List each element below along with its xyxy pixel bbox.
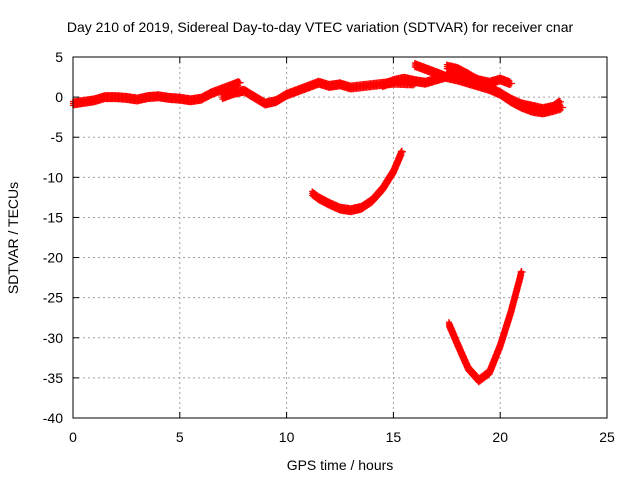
x-tick-label: 0: [69, 429, 77, 445]
series-band-a: [70, 78, 244, 109]
y-tick-label: -25: [43, 290, 63, 306]
data-points: [70, 60, 567, 386]
y-tick-label: -10: [43, 169, 63, 185]
x-tick-label: 10: [279, 429, 295, 445]
y-tick-label: -30: [43, 330, 63, 346]
plot-frame: [72, 56, 608, 419]
axis-ticks: 5 0 -5 -10 -15 -20 -25 -30 -35 -40 0 5 10 15 20 25: [43, 49, 615, 445]
marker-band: [445, 268, 526, 386]
x-tick-label: 25: [599, 429, 615, 445]
x-tick-label: 15: [386, 429, 402, 445]
y-tick-label: 5: [55, 49, 63, 65]
y-tick-label: -40: [43, 410, 63, 426]
y-tick-label: -35: [43, 370, 63, 386]
marker-band: [309, 147, 406, 216]
y-tick-label: 0: [55, 89, 63, 105]
marker-band: [443, 61, 564, 115]
x-axis-label: GPS time / hours: [286, 457, 394, 473]
series-arc-1: [309, 147, 406, 216]
x-tick-label: 5: [176, 429, 184, 445]
y-tick-label: -20: [43, 250, 63, 266]
grid: [73, 57, 607, 418]
x-tick-label: 20: [492, 429, 508, 445]
y-tick-label: -15: [43, 209, 63, 225]
y-tick-label: -5: [51, 129, 64, 145]
series-band-e: [443, 61, 564, 115]
chart-title: Day 210 of 2019, Sidereal Day-to-day VTE…: [66, 19, 574, 35]
marker-band: [70, 78, 244, 109]
series-arc-2: [445, 268, 526, 386]
